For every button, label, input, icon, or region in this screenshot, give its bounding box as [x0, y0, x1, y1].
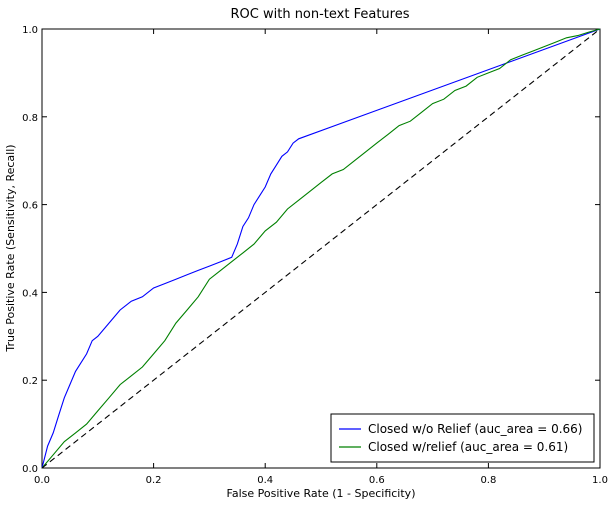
legend-entry-label: Closed w/o Relief (auc_area = 0.66): [368, 422, 583, 436]
x-tick-label: 1.0: [592, 475, 608, 486]
plot-area: [41, 28, 601, 469]
y-axis-label: True Positive Rate (Sensitivity, Recall): [4, 144, 17, 352]
y-tick-label: 0.2: [22, 376, 38, 387]
axis-ticks: 0.0 0.2 0.4 0.6 0.8 1.0 0.0 0.2 0.4 0.6 0.8 1.0: [22, 25, 608, 486]
y-tick-label: 0.4: [22, 288, 38, 299]
y-tick-label: 1.0: [22, 25, 38, 36]
x-tick-label: 0.0: [34, 475, 50, 486]
series-line-1: [41, 28, 601, 469]
y-tick-label: 0.8: [22, 113, 38, 124]
x-tick-label: 0.2: [146, 475, 162, 486]
series-line-0: [41, 28, 601, 469]
x-axis-label: False Positive Rate (1 - Specificity): [227, 487, 416, 500]
x-tick-label: 0.6: [369, 475, 385, 486]
x-tick-label: 0.8: [480, 475, 496, 486]
y-tick-label: 0.0: [22, 464, 38, 475]
legend-entry-label: Closed w/relief (auc_area = 0.61): [368, 440, 568, 454]
diagonal-reference-line: [41, 28, 601, 469]
series-lines: [41, 28, 601, 469]
x-tick-label: 0.4: [257, 475, 273, 486]
legend: Closed w/o Relief (auc_area = 0.66) Close…: [330, 413, 595, 463]
y-tick-label: 0.6: [22, 201, 38, 212]
legend-box: [330, 413, 595, 463]
chart-title: ROC with non-text Features: [231, 7, 410, 22]
